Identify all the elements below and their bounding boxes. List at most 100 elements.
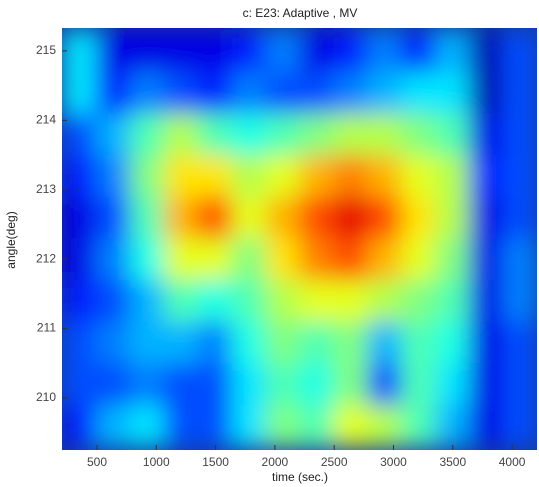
heatmap-cell bbox=[95, 404, 131, 448]
heatmap-cell bbox=[62, 113, 97, 156]
heatmap-cell bbox=[435, 30, 470, 73]
heatmap-cell bbox=[502, 279, 537, 323]
heatmap-cell bbox=[197, 155, 233, 198]
heatmap-cell bbox=[333, 404, 368, 448]
heatmap-cell bbox=[95, 321, 131, 364]
heatmap-cell bbox=[62, 404, 97, 448]
heatmap-cell bbox=[265, 71, 300, 114]
heatmap-cell bbox=[163, 321, 199, 364]
heatmap-cell bbox=[299, 363, 334, 406]
x-tick-label: 2500 bbox=[321, 455, 348, 469]
heatmap-cell bbox=[62, 196, 97, 239]
heatmap-cell bbox=[197, 363, 233, 406]
heatmap bbox=[62, 30, 537, 448]
heatmap-cell bbox=[231, 321, 267, 364]
heatmap-cell bbox=[231, 113, 267, 156]
heatmap-cell bbox=[265, 321, 300, 364]
heatmap-cell bbox=[62, 238, 97, 281]
heatmap-cell bbox=[197, 321, 233, 364]
x-tick-label: 3500 bbox=[439, 455, 466, 469]
heatmap-cell bbox=[502, 196, 537, 239]
heatmap-cell bbox=[265, 113, 300, 156]
heatmap-cell bbox=[469, 321, 504, 364]
heatmap-cell bbox=[299, 196, 334, 239]
x-tick-label: 1500 bbox=[202, 455, 229, 469]
heatmap-cell bbox=[129, 238, 165, 281]
heatmap-cell bbox=[231, 238, 267, 281]
heatmap-cell bbox=[62, 30, 97, 73]
heatmap-cell bbox=[469, 196, 504, 239]
heatmap-cell bbox=[299, 279, 334, 323]
heatmap-cell bbox=[401, 30, 436, 73]
heatmap-cell bbox=[95, 113, 131, 156]
heatmap-cell bbox=[129, 30, 165, 73]
heatmap-cell bbox=[502, 363, 537, 406]
heatmap-cell bbox=[469, 238, 504, 281]
heatmap-cell bbox=[95, 30, 131, 73]
y-tick-label: 215 bbox=[36, 43, 56, 57]
chart-title: c: E23: Adaptive , MV bbox=[243, 6, 358, 20]
heatmap-cell bbox=[367, 113, 402, 156]
heatmap-cell bbox=[367, 363, 402, 406]
heatmap-cell bbox=[163, 71, 199, 114]
heatmap-cell bbox=[95, 238, 131, 281]
heatmap-cell bbox=[231, 196, 267, 239]
heatmap-cell bbox=[129, 71, 165, 114]
heatmap-cell bbox=[95, 155, 131, 198]
heatmap-cell bbox=[401, 155, 436, 198]
heatmap-cell bbox=[163, 155, 199, 198]
x-tick-label: 2000 bbox=[262, 455, 289, 469]
heatmap-cell bbox=[231, 363, 267, 406]
y-tick-label: 210 bbox=[36, 390, 56, 404]
heatmap-cell bbox=[367, 196, 402, 239]
heatmap-cell bbox=[333, 113, 368, 156]
heatmap-cell bbox=[163, 279, 199, 323]
heatmap-cell bbox=[299, 238, 334, 281]
axes: 500 1000 1500 2000 2500 3000 3500 4000 210 211 212… bbox=[36, 43, 526, 469]
heatmap-cell bbox=[265, 30, 300, 73]
heatmap-cell bbox=[401, 321, 436, 364]
heatmap-cell bbox=[435, 404, 470, 448]
x-axis-label: time (sec.) bbox=[272, 470, 328, 484]
heatmap-cell bbox=[299, 155, 334, 198]
heatmap-cell bbox=[299, 30, 334, 73]
heatmap-cell bbox=[401, 279, 436, 323]
heatmap-cell bbox=[265, 196, 300, 239]
heatmap-cell bbox=[163, 113, 199, 156]
heatmap-cell bbox=[62, 321, 97, 364]
heatmap-cell bbox=[401, 113, 436, 156]
x-tick-label: 1000 bbox=[143, 455, 170, 469]
heatmap-cell bbox=[435, 196, 470, 239]
heatmap-cell bbox=[435, 155, 470, 198]
heatmap-cell bbox=[95, 196, 131, 239]
heatmap-cell bbox=[299, 321, 334, 364]
plot-area bbox=[62, 28, 537, 450]
y-tick-label: 214 bbox=[36, 112, 56, 126]
heatmap-cell bbox=[197, 30, 233, 73]
heatmap-cell bbox=[129, 404, 165, 448]
heatmap-cell bbox=[163, 238, 199, 281]
x-tick-label: 4000 bbox=[499, 455, 526, 469]
heatmap-cell bbox=[129, 279, 165, 323]
heatmap-cell bbox=[333, 155, 368, 198]
heatmap-cell bbox=[367, 238, 402, 281]
heatmap-cell bbox=[129, 155, 165, 198]
heatmap-cell bbox=[231, 30, 267, 73]
heatmap-cell bbox=[469, 155, 504, 198]
heatmap-cell bbox=[367, 30, 402, 73]
heatmap-cell bbox=[401, 363, 436, 406]
heatmap-cell bbox=[333, 279, 368, 323]
heatmap-cell bbox=[197, 238, 233, 281]
y-axis-label: angle(deg) bbox=[4, 211, 18, 268]
heatmap-cell bbox=[367, 321, 402, 364]
heatmap-cell bbox=[502, 404, 537, 448]
heatmap-cell bbox=[435, 113, 470, 156]
heatmap-cell bbox=[197, 404, 233, 448]
heatmap-cell bbox=[62, 155, 97, 198]
heatmap-cell bbox=[333, 71, 368, 114]
heatmap-cell bbox=[367, 155, 402, 198]
heatmap-cell bbox=[401, 238, 436, 281]
heatmap-cell bbox=[502, 238, 537, 281]
heatmap-cell bbox=[435, 321, 470, 364]
